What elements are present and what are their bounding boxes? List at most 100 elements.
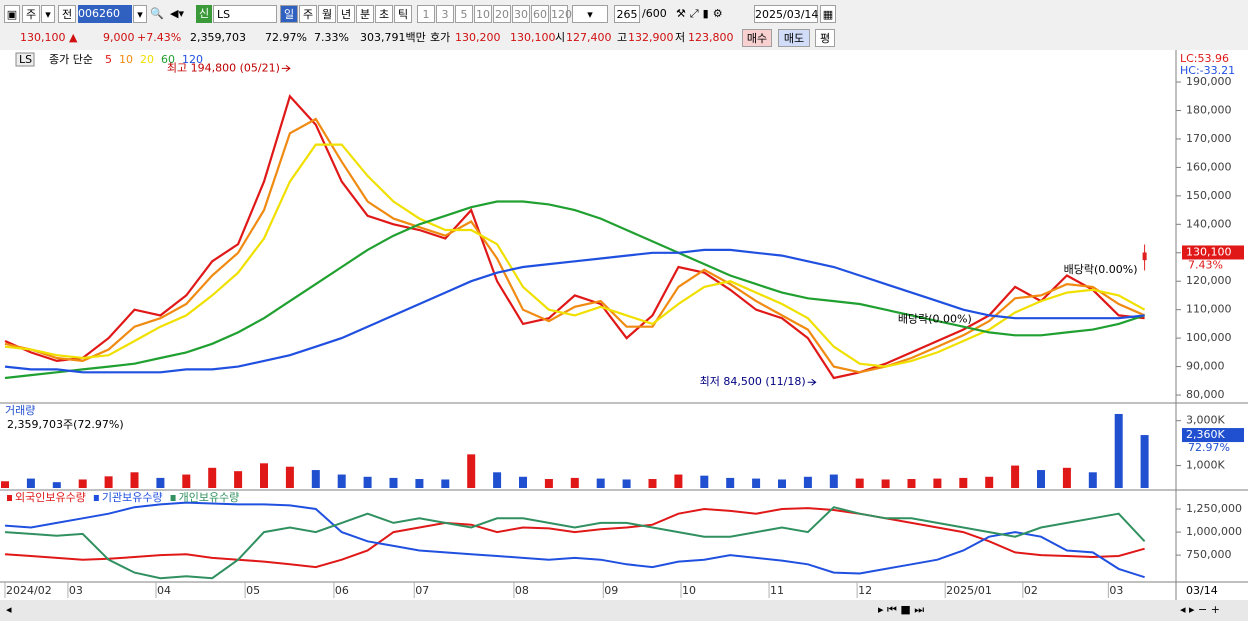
last-price-box [1182, 245, 1244, 260]
period-button[interactable]: 월 [318, 5, 336, 23]
last-price-label: 130,100 [1186, 245, 1232, 258]
y-tick-label: 170,000 [1186, 132, 1232, 145]
annotation-arrow [807, 378, 817, 386]
y-tick-label: 160,000 [1186, 160, 1232, 173]
x-tick-label: 10 [682, 584, 696, 597]
low-label: 저 [675, 31, 686, 44]
x-tick-label: 03 [1109, 584, 1123, 597]
period-button[interactable]: 초 [375, 5, 393, 23]
name-input[interactable]: LS [213, 5, 277, 23]
volume-bar [389, 477, 398, 488]
interval-button[interactable]: 20 [493, 5, 511, 23]
volume-bar [26, 478, 35, 488]
interval-button[interactable]: 60 [531, 5, 549, 23]
volume-bar [234, 471, 243, 488]
volume-bar [519, 476, 527, 488]
candle-body [1142, 252, 1147, 261]
y-tick-label: 3,000K [1186, 414, 1225, 427]
y-tick-label: 80,000 [1186, 388, 1225, 401]
scroll-controls[interactable]: ▸ ⏮ ■ ⏭ [878, 603, 924, 616]
x-tick-label: 03 [69, 584, 83, 597]
dropdown[interactable]: ▾ [133, 5, 147, 23]
interval-button[interactable]: 5 [455, 5, 473, 23]
y-tick-label: 110,000 [1186, 303, 1232, 316]
scrollbar[interactable] [0, 600, 1248, 621]
prev-button[interactable]: 전 [58, 5, 76, 23]
volume-bar [596, 478, 605, 488]
date-input[interactable]: 2025/03/14 [754, 5, 818, 23]
volume-bar [622, 479, 631, 488]
volume-bar [648, 479, 657, 488]
y-tick-label: 750,000 [1186, 548, 1232, 561]
volume-bar [182, 474, 191, 488]
volume-bar [803, 476, 812, 488]
code-input[interactable]: 006260 [78, 5, 132, 23]
volume-bar [959, 477, 968, 488]
legend-swatch [170, 495, 176, 501]
interval-input[interactable]: ▾ [572, 5, 608, 23]
legend-box[interactable] [15, 52, 35, 67]
period-button[interactable]: 일 [280, 5, 298, 23]
annotation: 최저 84,500 (11/18) [700, 375, 806, 388]
annotation: 배당락(0.00%) [898, 313, 972, 326]
open: 127,400 [566, 31, 612, 44]
x-tick-label: 12 [858, 584, 872, 597]
tool-icons[interactable]: ⚒⤢▮⚙ [676, 7, 727, 20]
lc-label: LC:53.96 [1180, 52, 1229, 65]
annotation: 최고 194,800 (05/21) [167, 61, 280, 74]
interval-button[interactable]: 120 [550, 5, 572, 23]
avg-button[interactable]: 평 [815, 29, 835, 47]
volume-title: 거래량 [5, 404, 35, 417]
x-tick-label: 06 [335, 584, 349, 597]
count-input[interactable]: 265 [614, 5, 640, 23]
y-tick-label: 1,250,000 [1186, 502, 1242, 515]
volume-bar [700, 475, 709, 488]
x-tick-label: 2025/01 [946, 584, 992, 597]
change-pct: +7.43% [137, 31, 182, 44]
high-label: 고 [617, 31, 628, 44]
volume: 2,359,703 [190, 31, 246, 44]
volume-bar [1062, 467, 1071, 488]
period-button[interactable]: 년 [337, 5, 355, 23]
count-max: /600 [642, 7, 667, 20]
interval-button[interactable]: 30 [512, 5, 530, 23]
menu-icon[interactable]: ▣ [4, 5, 20, 23]
change: 9,000 [103, 31, 135, 44]
series-line [4, 507, 1145, 569]
series-line [4, 501, 1145, 579]
x-tick-label: 09 [604, 584, 618, 597]
interval-button[interactable]: 10 [474, 5, 492, 23]
volume-bar [674, 474, 683, 488]
volume-bar [570, 477, 579, 488]
speaker-icon[interactable]: ◀▾ [170, 7, 184, 20]
interval-button[interactable]: 1 [417, 5, 435, 23]
volume-bar [441, 479, 450, 488]
sell-button[interactable]: 매도 [778, 29, 810, 47]
x-tick-label: 07 [415, 584, 429, 597]
buy-button[interactable]: 매수 [742, 29, 772, 47]
interval-button[interactable]: 3 [436, 5, 454, 23]
series-line [4, 200, 1145, 380]
search-icon[interactable]: 🔍 [150, 7, 164, 20]
volume-bar [285, 466, 294, 488]
volume-bar [130, 472, 139, 488]
calendar-icon[interactable]: ▦ [820, 5, 836, 23]
x-tick-label: 05 [246, 584, 260, 597]
dropdown[interactable]: ▾ [41, 5, 55, 23]
series-line [4, 248, 1145, 374]
series-line [4, 94, 1145, 380]
zoom-controls[interactable]: ◂ ▸ − + [1180, 603, 1220, 616]
scroll-left[interactable]: ◂ [6, 603, 12, 616]
market-select[interactable]: 주 [22, 5, 40, 23]
last-volume-label: 2,360K [1186, 428, 1225, 441]
volume-bar [363, 476, 372, 488]
period-button[interactable]: 분 [356, 5, 374, 23]
volume-bar [752, 478, 761, 488]
y-tick-label: 120,000 [1186, 274, 1232, 287]
period-button[interactable]: 주 [299, 5, 317, 23]
hc-label: HC:-33.21 [1180, 64, 1235, 77]
volume-bar [104, 476, 113, 488]
y-tick-label: 100,000 [1186, 331, 1232, 344]
period-button[interactable]: 틱 [394, 5, 412, 23]
